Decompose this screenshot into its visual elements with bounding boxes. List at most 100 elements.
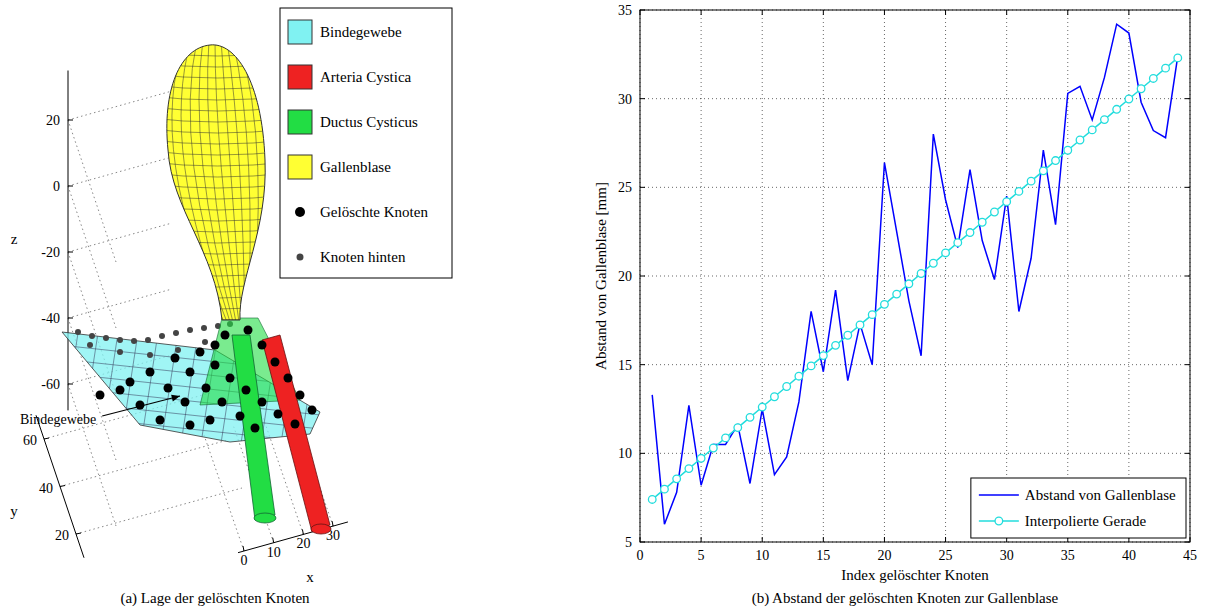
legend-label: Abstand von Gallenblase [1025,487,1176,503]
geloeschter-knoten [251,424,260,433]
z-axis [68,71,69,411]
mesh-line [120,320,140,450]
series-marker [710,444,718,452]
series-line [652,58,1178,500]
series-marker [954,239,962,247]
geloeschter-knoten [202,384,211,393]
y-grid [640,364,1190,365]
series-marker [795,372,803,380]
geloeschter-knoten [164,384,173,393]
series-marker [1137,85,1145,93]
x-tick-label: 25 [939,548,953,563]
y-grid [640,276,1190,277]
legend-box [280,8,452,278]
y-tick-label: 15 [618,358,632,373]
geloeschter-knoten [96,391,105,400]
x-tick-label: 10 [755,548,769,563]
mesh-line [239,40,258,330]
series-marker [930,259,938,267]
mesh-line [150,195,290,199]
mesh-line [160,320,180,450]
x-tick [823,10,824,15]
x-grid [823,10,824,542]
y-tick-label: 25 [618,180,632,195]
series-marker [1113,106,1121,114]
mesh-line [150,140,290,144]
geloeschter-knoten [186,421,195,430]
knoten-hinten [131,338,137,344]
series-marker [722,434,730,442]
geloeschter-knoten [242,386,251,395]
mesh-line [140,320,160,450]
legend-label: Arteria Cystica [320,69,412,85]
series-marker [734,424,742,432]
z-tick-label: 20 [46,113,60,128]
geloeschter-knoten [221,331,230,340]
legend-label: Ductus Cysticus [320,114,418,130]
y-grid [60,441,226,487]
series-marker [697,454,705,462]
z-tick [68,186,73,187]
geloeschter-knoten [116,386,125,395]
x-tick [1128,10,1129,15]
arteria-cystica [262,335,330,532]
knoten-hinten [159,333,165,339]
mesh-line [150,118,290,122]
z-tick-label: -40 [41,311,60,326]
x-grid [762,10,763,542]
series-marker [820,352,828,360]
x-tick [945,10,946,15]
mesh-line [40,320,60,450]
series-marker [1052,157,1060,165]
y-axis-title: y [10,503,18,519]
mesh-line [150,184,290,188]
knoten-hinten [145,337,151,343]
mesh-line [199,40,235,330]
legend-marker [297,254,304,261]
mesh-line [227,40,245,330]
geloeschter-knoten [196,348,205,357]
legend-label: Gallenblase [320,159,391,175]
x-axis [238,522,348,553]
x-tick [823,537,824,542]
y-grid [76,488,242,534]
y-tick [640,98,645,99]
y-grid [640,187,1190,188]
x-axis-title: Index gelöschter Knoten [841,567,989,583]
mesh-line [150,96,290,100]
caption: (b) Abstand der gelöschten Knoten zur Ga… [752,590,1059,607]
geloeschter-knoten [206,416,215,425]
x-tick [762,537,763,542]
legend-swatch [288,20,312,44]
mesh-line [150,85,290,89]
series-marker [661,485,669,493]
x-grid [945,10,946,542]
x-tick [332,521,333,526]
y-axis [36,415,84,558]
series-marker [783,383,791,391]
series-marker [966,229,974,237]
geloeschter-knoten [226,374,235,383]
mesh-line [50,330,330,360]
geloeschter-knoten [218,398,227,407]
figure: -60-40-20020z0102030x204060yBindegewebeB… [0,0,1208,609]
mesh-line [150,261,290,265]
y-grid [640,453,1190,454]
mesh-line [150,52,290,56]
y-tick [1185,453,1190,454]
x-tick [273,538,274,543]
legend-swatch [288,110,312,134]
mesh-line [100,320,120,450]
series-marker [1088,126,1096,134]
y-tick [1185,276,1190,277]
z-tick-label: 0 [53,179,60,194]
y-tick-label: 20 [618,269,632,284]
series-marker [844,331,852,339]
annotation-arrow [102,396,180,416]
y-tick [76,533,81,534]
series-marker [1027,177,1035,185]
series-marker [1125,95,1133,103]
legend-box [971,478,1186,538]
series-marker [673,475,681,483]
mesh-line [208,40,238,330]
